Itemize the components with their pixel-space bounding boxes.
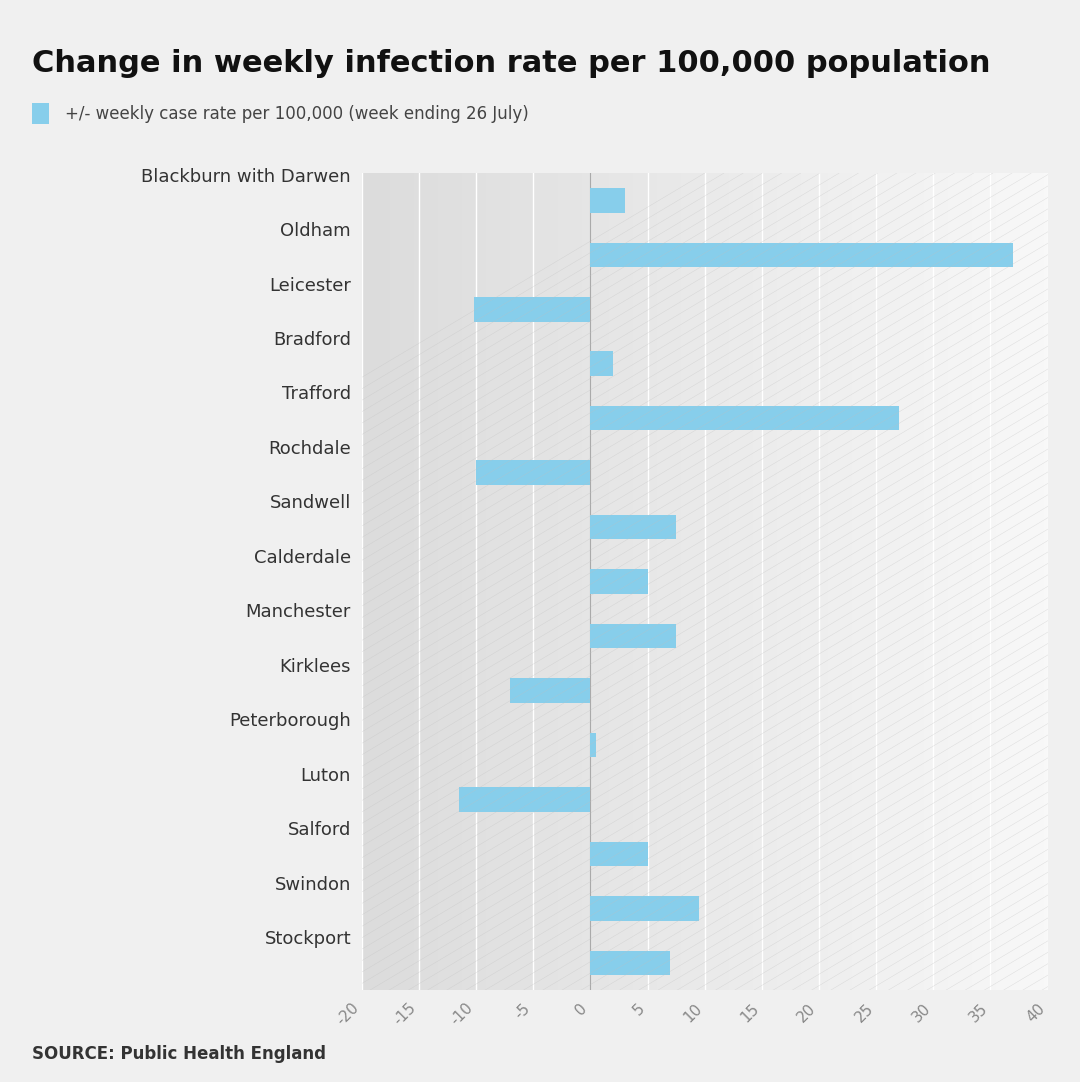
Text: Rochdale: Rochdale <box>268 440 351 458</box>
Bar <box>591 624 676 648</box>
Bar <box>591 406 899 431</box>
Text: Swindon: Swindon <box>274 875 351 894</box>
Text: Bradford: Bradford <box>273 331 351 349</box>
Bar <box>511 678 591 702</box>
Text: +/- weekly case rate per 100,000 (week ending 26 July): +/- weekly case rate per 100,000 (week e… <box>65 105 528 122</box>
Bar <box>459 788 591 812</box>
Bar <box>474 298 591 321</box>
Text: Sandwell: Sandwell <box>270 494 351 513</box>
Bar <box>591 733 596 757</box>
Text: Salford: Salford <box>287 821 351 840</box>
Text: SOURCE: Public Health England: SOURCE: Public Health England <box>32 1044 326 1063</box>
Bar <box>591 515 676 539</box>
Bar <box>591 896 699 921</box>
Bar <box>591 951 671 975</box>
Text: Stockport: Stockport <box>265 931 351 948</box>
Text: Change in weekly infection rate per 100,000 population: Change in weekly infection rate per 100,… <box>32 49 991 78</box>
Bar <box>591 188 624 212</box>
Text: Manchester: Manchester <box>245 604 351 621</box>
Text: Oldham: Oldham <box>281 222 351 240</box>
Text: Peterborough: Peterborough <box>229 712 351 730</box>
Bar <box>591 842 648 866</box>
Bar <box>591 569 648 594</box>
Text: Blackburn with Darwen: Blackburn with Darwen <box>141 168 351 186</box>
Bar <box>591 352 613 375</box>
Text: Kirklees: Kirklees <box>280 658 351 676</box>
Bar <box>591 242 1013 267</box>
Text: Trafford: Trafford <box>282 385 351 404</box>
Text: Leicester: Leicester <box>269 277 351 294</box>
Text: Calderdale: Calderdale <box>254 549 351 567</box>
Bar <box>476 461 591 485</box>
Text: Luton: Luton <box>300 767 351 784</box>
